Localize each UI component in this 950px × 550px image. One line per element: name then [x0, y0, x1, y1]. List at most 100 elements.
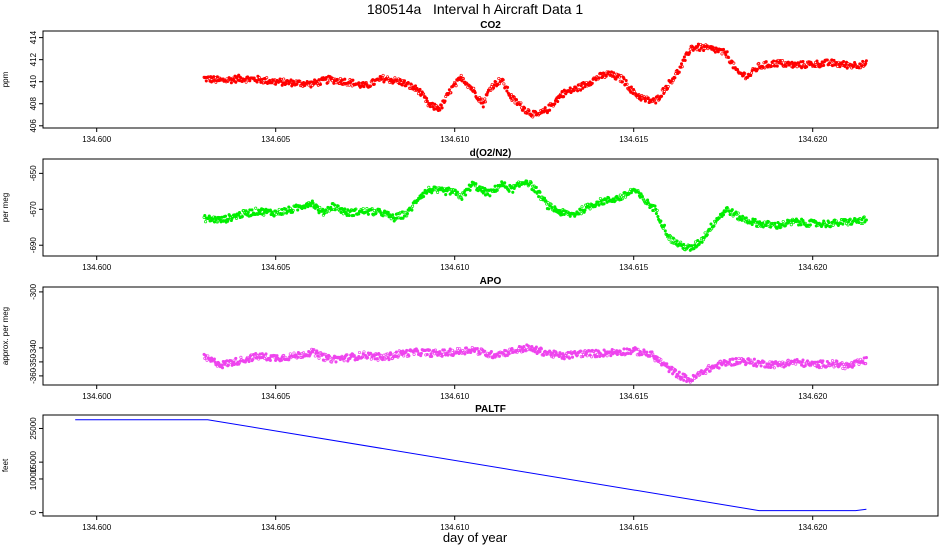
data-point [801, 358, 805, 362]
data-point [755, 67, 759, 71]
data-point [507, 189, 511, 193]
data-point [721, 213, 726, 217]
data-point [604, 74, 608, 78]
data-point [583, 349, 587, 353]
data-point [503, 181, 507, 185]
y-axis-label: feet [1, 458, 10, 472]
data-point [581, 86, 585, 90]
data-point [843, 367, 847, 371]
data-point [288, 206, 292, 210]
data-point [736, 211, 740, 215]
data-point [497, 354, 502, 358]
data-point [745, 361, 749, 365]
data-point [656, 94, 660, 98]
y-tick-label: 25000 [29, 417, 38, 440]
data-point [226, 217, 230, 221]
y-tick-label: 412 [29, 52, 38, 66]
data-point [530, 345, 534, 349]
data-point [506, 353, 510, 357]
data-point [756, 224, 760, 228]
data-point [707, 364, 711, 368]
data-point [538, 350, 542, 354]
data-point [347, 213, 351, 218]
data-point [521, 108, 525, 112]
chart-panel-3: APO approx. per meg 134.600 134.605 134.610 1… [1, 276, 939, 401]
x-tick-label: 134.605 [261, 392, 290, 401]
data-point [488, 194, 492, 198]
data-point [637, 190, 641, 195]
data-point [629, 85, 633, 89]
data-point [489, 88, 493, 92]
y-tick-label: 10000 [29, 467, 38, 490]
data-point [291, 208, 295, 212]
data-point [624, 78, 628, 83]
data-point [250, 208, 254, 212]
data-point [474, 182, 478, 186]
data-point [430, 354, 434, 358]
data-point [801, 59, 805, 64]
data-point [646, 96, 650, 100]
data-point [543, 106, 547, 110]
data-point [835, 359, 839, 363]
data-point [725, 50, 729, 54]
data-point [670, 81, 674, 85]
data-point [229, 359, 233, 363]
x-tick-label: 134.605 [261, 135, 290, 144]
data-point [749, 71, 754, 75]
data-point [509, 93, 513, 97]
y-axis-label: approx. per meg [1, 307, 10, 365]
data-point [753, 217, 757, 221]
data-point [394, 350, 398, 354]
data-point [431, 105, 435, 109]
data-point [504, 349, 508, 353]
data-point [386, 77, 390, 81]
data-point [454, 84, 458, 88]
data-point [282, 353, 286, 357]
data-point [646, 198, 650, 202]
data-point [468, 188, 472, 192]
data-point [412, 352, 416, 356]
data-point [450, 348, 454, 352]
data-point [777, 360, 782, 364]
data-point [682, 242, 686, 246]
data-point [673, 76, 677, 80]
data-point [203, 356, 207, 360]
data-point [631, 91, 635, 95]
data-point [482, 189, 486, 193]
data-point [533, 190, 537, 194]
data-point [585, 354, 589, 358]
data-point [369, 351, 373, 355]
data-point [284, 207, 288, 211]
data-point [447, 187, 451, 191]
data-point [849, 363, 853, 367]
data-point [546, 201, 550, 205]
data-point [410, 208, 414, 212]
data-point [413, 88, 417, 92]
data-point [727, 55, 731, 60]
data-point [671, 372, 675, 376]
data-point [315, 79, 319, 83]
data-point [223, 214, 228, 218]
x-tick-label: 134.615 [619, 523, 648, 532]
data-point [296, 208, 300, 212]
data-point [472, 349, 477, 353]
data-point [597, 76, 601, 80]
data-point [718, 359, 723, 363]
data-point [671, 78, 675, 82]
data-point [597, 203, 601, 207]
data-point [485, 93, 489, 97]
data-point [352, 354, 356, 358]
data-point [203, 213, 207, 218]
data-point [760, 221, 765, 225]
data-point [690, 379, 695, 383]
data-point [519, 101, 523, 105]
data-point [674, 368, 678, 372]
data-point [822, 63, 826, 67]
data-point [724, 209, 728, 213]
data-point [612, 197, 616, 201]
data-point [481, 105, 485, 109]
data-point [343, 77, 347, 81]
data-point [542, 196, 547, 200]
data-point [662, 223, 667, 227]
data-point [391, 213, 395, 217]
